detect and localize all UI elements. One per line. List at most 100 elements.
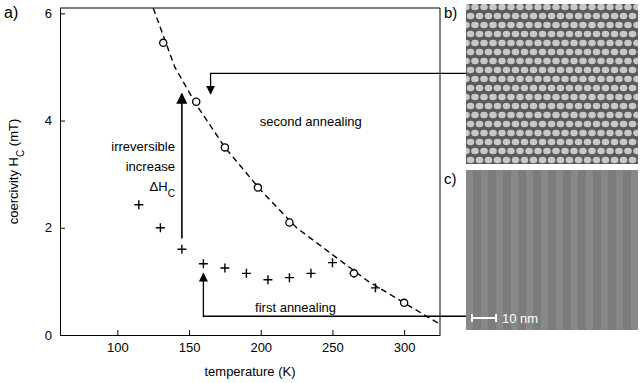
image-texture xyxy=(485,103,493,109)
image-texture xyxy=(579,112,587,118)
image-texture xyxy=(570,40,578,46)
image-texture xyxy=(466,148,470,154)
image-texture xyxy=(485,13,493,19)
image-texture xyxy=(543,112,551,118)
image-texture xyxy=(534,94,542,100)
image-texture xyxy=(466,112,470,118)
image-texture xyxy=(566,67,574,73)
image-texture xyxy=(638,31,639,37)
image-texture xyxy=(476,139,484,145)
image-texture xyxy=(498,148,506,154)
image-texture xyxy=(620,31,628,37)
image-texture xyxy=(489,76,497,82)
x-tick-label: 100 xyxy=(107,340,129,355)
image-texture xyxy=(593,103,601,109)
annotation-arrow xyxy=(181,94,183,239)
image-texture xyxy=(480,22,488,28)
x-axis-title: temperature (K) xyxy=(204,364,295,379)
image-texture xyxy=(534,40,542,46)
image-texture xyxy=(588,58,596,64)
data-point xyxy=(254,184,261,191)
image-texture xyxy=(548,13,556,19)
image-texture xyxy=(588,4,596,10)
image-texture xyxy=(606,112,614,118)
image-texture xyxy=(584,13,592,19)
image-texture xyxy=(566,49,574,55)
image-texture xyxy=(575,13,583,19)
image-texture xyxy=(512,121,520,127)
image-texture xyxy=(624,76,632,82)
image-texture xyxy=(597,148,605,154)
panel-label: b) xyxy=(444,4,457,21)
image-texture xyxy=(588,40,596,46)
data-point xyxy=(199,259,208,268)
image-texture xyxy=(615,112,623,118)
image-texture xyxy=(526,170,533,330)
image-texture xyxy=(534,148,542,154)
image-background xyxy=(466,4,638,164)
image-texture xyxy=(602,13,610,19)
y-tick: 4 xyxy=(45,113,65,128)
image-texture xyxy=(543,58,551,64)
image-texture xyxy=(512,103,520,109)
image-texture xyxy=(593,13,601,19)
image-texture xyxy=(489,94,497,100)
image-texture xyxy=(624,130,632,136)
image-texture xyxy=(489,58,497,64)
image-texture xyxy=(530,85,538,91)
annotation-symbol: ΔHC xyxy=(150,179,175,199)
image-texture xyxy=(552,94,560,100)
y-tick-label: 4 xyxy=(45,113,52,128)
image-texture xyxy=(476,157,484,163)
data-point xyxy=(286,219,293,226)
image-texture xyxy=(615,22,623,28)
image-texture xyxy=(588,94,596,100)
image-texture xyxy=(480,112,488,118)
image-texture xyxy=(530,157,538,163)
image-texture xyxy=(466,76,470,82)
image-texture xyxy=(466,22,470,28)
image-texture xyxy=(525,4,533,10)
image-texture xyxy=(503,157,511,163)
image-texture xyxy=(466,170,473,330)
y-tick-label: 0 xyxy=(45,328,52,343)
x-tick: 300 xyxy=(394,330,416,355)
image-texture xyxy=(489,40,497,46)
image-texture xyxy=(530,13,538,19)
y-tick: 0 xyxy=(45,328,65,343)
image-texture xyxy=(597,130,605,136)
image-texture xyxy=(498,130,506,136)
image-texture xyxy=(543,40,551,46)
image-texture xyxy=(552,4,560,10)
image-texture xyxy=(584,49,592,55)
image-texture xyxy=(481,170,488,330)
image-texture xyxy=(525,22,533,28)
image-texture xyxy=(489,148,497,154)
image-texture xyxy=(512,49,520,55)
x-axis-line xyxy=(61,335,441,336)
image-texture xyxy=(552,112,560,118)
image-texture xyxy=(616,170,623,330)
series-markers xyxy=(160,39,408,306)
image-texture xyxy=(516,40,524,46)
series-label: second annealing xyxy=(260,114,362,129)
image-texture xyxy=(548,49,556,55)
image-texture xyxy=(521,157,529,163)
image-texture xyxy=(543,94,551,100)
image-texture xyxy=(624,58,632,64)
image-texture xyxy=(503,85,511,91)
image-texture xyxy=(620,121,628,127)
image-texture xyxy=(593,85,601,91)
image-texture xyxy=(597,58,605,64)
x-tick: 100 xyxy=(107,330,129,355)
image-texture xyxy=(620,103,628,109)
image-texture xyxy=(530,139,538,145)
image-texture xyxy=(507,130,515,136)
image-texture xyxy=(489,22,497,28)
image-texture xyxy=(548,121,556,127)
annotation-text: irreversible xyxy=(111,139,175,154)
image-panel xyxy=(466,170,638,330)
image-texture xyxy=(579,40,587,46)
image-texture xyxy=(485,121,493,127)
image-texture xyxy=(597,112,605,118)
